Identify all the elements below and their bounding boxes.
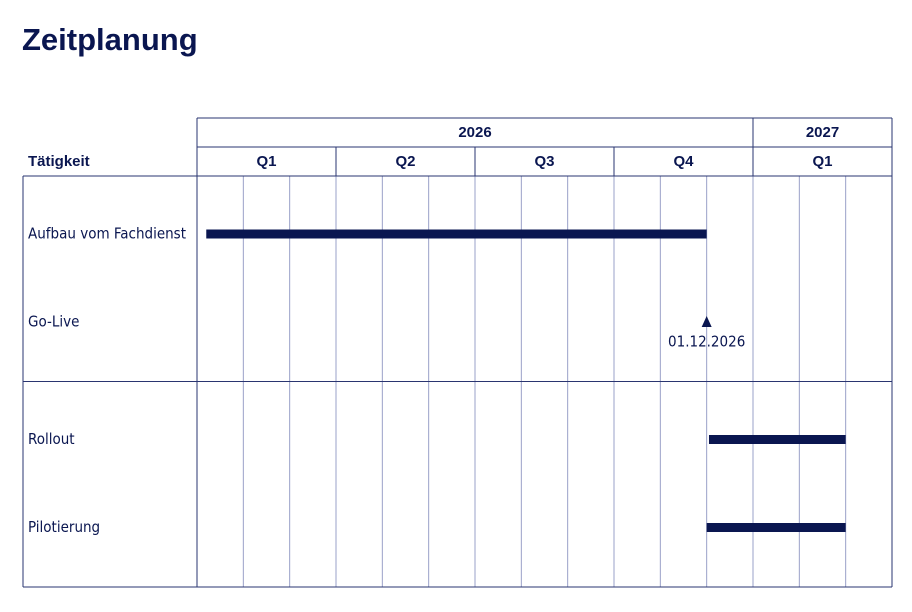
chart-title: Zeitplanung xyxy=(22,22,198,57)
year-label: 2027 xyxy=(806,124,839,141)
quarter-label: Q3 xyxy=(534,153,554,170)
task-label: Rollout xyxy=(28,430,75,448)
task-bar xyxy=(708,435,846,444)
quarter-label: Q4 xyxy=(673,153,694,170)
task-bar xyxy=(206,229,707,239)
task-bar xyxy=(706,523,846,532)
year-label: 2026 xyxy=(458,124,491,141)
label-header: Tätigkeit xyxy=(28,153,90,170)
quarter-label: Q2 xyxy=(395,153,415,170)
milestone xyxy=(701,316,712,327)
task-label: Aufbau vom Fachdienst xyxy=(28,225,186,243)
milestone-label: 01.12.2026 xyxy=(668,333,745,351)
quarter-label: Q1 xyxy=(812,153,832,170)
quarter-label: Q1 xyxy=(256,153,276,170)
task-label: Pilotierung xyxy=(28,518,100,536)
task-label: Go-Live xyxy=(28,313,79,331)
